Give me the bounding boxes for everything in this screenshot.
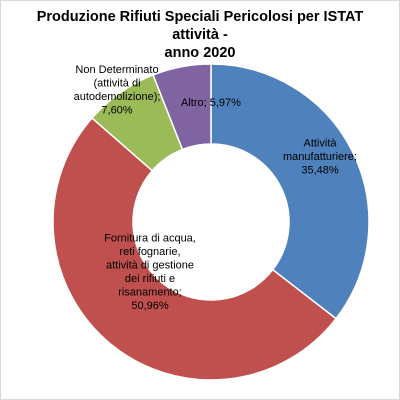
chart-title-line-2: anno 2020 [164,45,236,61]
chart-title: Produzione Rifiuti Speciali Pericolosi p… [20,8,380,62]
slice-water-waste [52,116,338,381]
chart-title-line-1: Produzione Rifiuti Speciali Pericolosi p… [36,9,364,43]
data-label-manufacturing: Attività manufatturiere; 35,48% [283,138,357,177]
slice-other [152,63,212,151]
data-label-water-waste: Fornitura di acqua, reti fognarie, attivit… [104,232,196,312]
data-label-undetermined: Non Determinato (attività di autodemolizio… [74,64,161,117]
slice-manufacturing [210,63,370,320]
data-label-other: Altro; 5,97% [181,97,241,109]
